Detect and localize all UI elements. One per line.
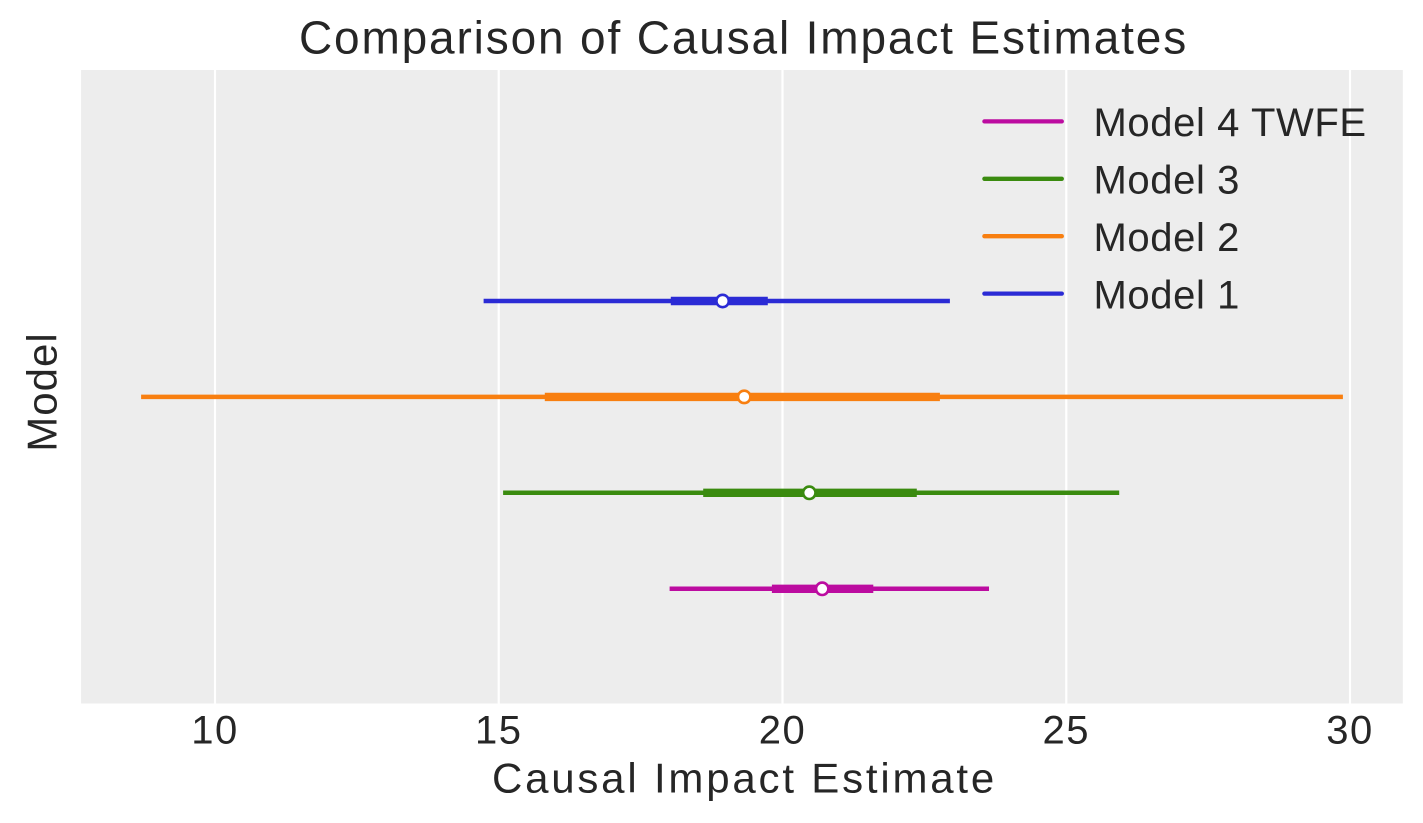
svg-text:Model: Model bbox=[19, 332, 66, 451]
svg-text:Causal Impact Estimate: Causal Impact Estimate bbox=[492, 755, 997, 802]
svg-text:30: 30 bbox=[1326, 709, 1374, 753]
svg-text:Model 1: Model 1 bbox=[1094, 273, 1241, 317]
svg-text:10: 10 bbox=[191, 709, 239, 753]
svg-text:Model 3: Model 3 bbox=[1094, 159, 1241, 203]
svg-text:20: 20 bbox=[759, 709, 807, 753]
svg-text:15: 15 bbox=[475, 709, 523, 753]
svg-text:Model 4 TWFE: Model 4 TWFE bbox=[1094, 101, 1367, 145]
svg-text:Model 2: Model 2 bbox=[1094, 216, 1241, 260]
svg-text:25: 25 bbox=[1043, 709, 1091, 753]
svg-text:Comparison of Causal Impact Es: Comparison of Causal Impact Estimates bbox=[299, 12, 1188, 64]
